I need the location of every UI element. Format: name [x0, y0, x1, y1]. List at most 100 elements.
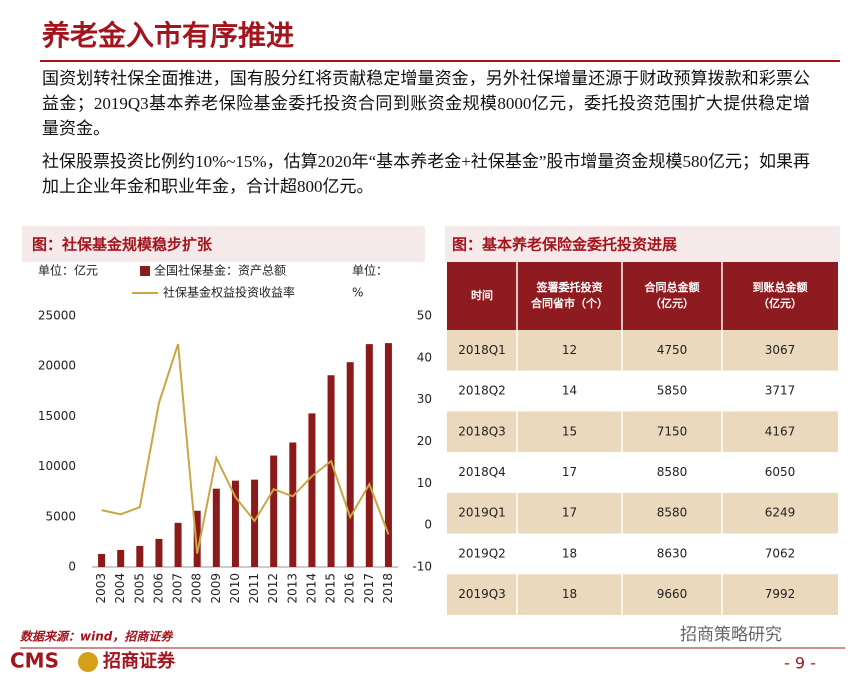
table-header: 时间 — [471, 288, 493, 302]
logo-text: CMS — [10, 649, 59, 673]
table-cell: 8630 — [657, 546, 688, 560]
table-cell: 17 — [562, 506, 577, 520]
table-header-bg — [447, 262, 838, 330]
table-cell: 18 — [562, 587, 577, 601]
table-cell: 18 — [562, 546, 577, 560]
y2-tick-label: 30 — [417, 392, 432, 406]
x-tick-label: 2018 — [381, 573, 395, 604]
x-tick-label: 2005 — [132, 573, 146, 604]
y-tick-label: 25000 — [38, 309, 76, 323]
bar — [212, 488, 220, 567]
table-cell: 5850 — [657, 384, 688, 398]
table-cell: 2018Q3 — [458, 424, 506, 438]
y2-tick-label: 50 — [417, 309, 432, 323]
table-cell: 9660 — [657, 587, 688, 601]
table-row-bg — [447, 574, 838, 615]
bar — [193, 510, 201, 567]
x-tick-label: 2017 — [362, 573, 376, 604]
table-cell: 6249 — [765, 506, 796, 520]
y2-tick-label: 40 — [417, 350, 432, 364]
table-cell: 7992 — [765, 587, 796, 601]
table-header: 签署委托投资 — [536, 280, 603, 294]
x-tick-label: 2004 — [113, 573, 127, 604]
table-header: 合同总金额 — [645, 280, 700, 294]
table-title-bg — [445, 226, 840, 262]
x-tick-label: 2012 — [266, 573, 280, 604]
page-title: 养老金入市有序推进 — [42, 19, 295, 52]
y2-tick-label: 10 — [417, 476, 432, 490]
bar — [327, 375, 335, 567]
bar — [289, 442, 297, 567]
table-cell: 3717 — [765, 384, 796, 398]
y2-tick-label: 0 — [424, 518, 432, 532]
bar — [117, 549, 125, 567]
table-row-bg — [447, 492, 838, 534]
y2-axis-label: 单位： — [352, 263, 388, 278]
table-cell: 3067 — [765, 343, 796, 357]
bar — [365, 344, 373, 567]
table-header: 合同省市（个） — [531, 296, 608, 310]
title-rule — [40, 60, 840, 62]
table-cell: 2018Q2 — [458, 384, 506, 398]
table-cell: 17 — [562, 465, 577, 479]
table-row-bg — [447, 330, 838, 371]
y2-tick-label: 20 — [417, 434, 432, 448]
table-row-bg — [447, 370, 838, 412]
table-header: （亿元） — [758, 296, 802, 310]
y2-axis-label: % — [352, 286, 363, 300]
x-tick-label: 2009 — [209, 573, 223, 604]
y-tick-label: 5000 — [45, 509, 76, 523]
x-tick-label: 2015 — [324, 573, 338, 604]
table-cell: 6050 — [765, 465, 796, 479]
y-tick-label: 10000 — [38, 459, 76, 473]
legend-label: 全国社保基金：资产总额 — [154, 263, 286, 278]
table-cell: 4750 — [657, 343, 688, 357]
x-tick-label: 2003 — [94, 573, 108, 604]
bar — [251, 479, 259, 567]
bar — [136, 545, 144, 567]
bar — [384, 343, 392, 567]
chart-title: 图：社保基金规模稳步扩张 — [32, 236, 213, 254]
x-tick-label: 2013 — [285, 573, 299, 604]
legend-label: 社保基金权益投资收益率 — [163, 285, 295, 300]
table-cell: 15 — [562, 424, 577, 438]
y-tick-label: 20000 — [38, 359, 76, 373]
paragraph: 国资划转社保全面推进，国有股分红将贡献稳定增量资金，另外社保增量还源于财政预算拨… — [42, 69, 810, 138]
page-number: - 9 - — [784, 654, 816, 673]
y2-tick-label: -10 — [412, 560, 432, 574]
table-cell: 8580 — [657, 506, 688, 520]
table-row-bg — [447, 533, 838, 575]
table-cell: 2018Q4 — [458, 465, 506, 479]
table-cell: 7150 — [657, 424, 688, 438]
y-axis-label: 单位：亿元 — [38, 263, 98, 278]
table-title: 图：基本养老保险金委托投资进展 — [452, 236, 677, 254]
bar — [231, 480, 239, 567]
table-cell: 2019Q1 — [458, 506, 506, 520]
bar — [308, 413, 316, 567]
bar — [346, 362, 354, 567]
x-tick-label: 2010 — [228, 573, 242, 604]
table-row-bg — [447, 411, 838, 453]
table-cell: 2018Q1 — [458, 343, 506, 357]
table-cell: 12 — [562, 343, 577, 357]
logo-icon — [78, 652, 98, 672]
x-tick-label: 2014 — [304, 573, 318, 604]
x-tick-label: 2016 — [343, 573, 357, 604]
logo-name: 招商证券 — [103, 650, 176, 672]
y-tick-label: 15000 — [38, 409, 76, 423]
bar — [174, 522, 182, 567]
bar — [155, 538, 163, 567]
paragraph: 社保股票投资比例约10%~15%，估算2020年“基本养老金+社保基金”股市增量… — [42, 152, 810, 196]
bar — [270, 455, 278, 567]
source-note: 数据来源：wind，招商证券 — [20, 630, 174, 644]
table-cell: 7062 — [765, 546, 796, 560]
x-tick-label: 2008 — [190, 573, 204, 604]
legend-swatch — [140, 266, 150, 276]
table-cell: 2019Q3 — [458, 587, 506, 601]
x-tick-label: 2007 — [171, 573, 185, 604]
table-cell: 4167 — [765, 424, 796, 438]
bar — [98, 553, 106, 567]
watermark: 招商策略研究 — [680, 625, 782, 645]
